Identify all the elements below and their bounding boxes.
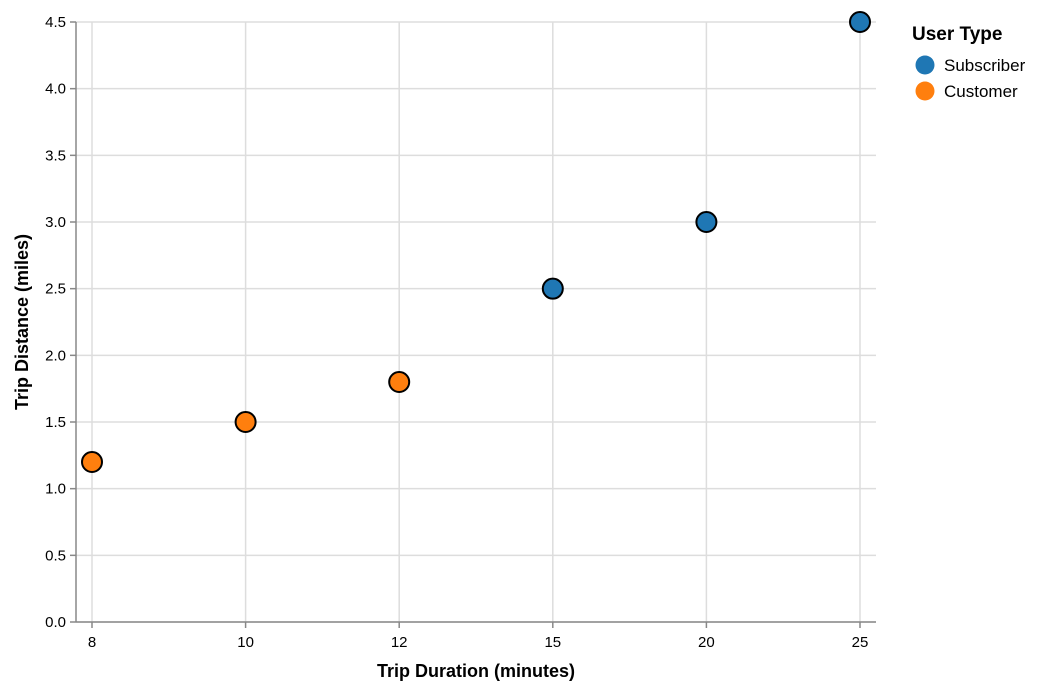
- legend-label-customer: Customer: [944, 82, 1018, 101]
- y-tick-label: 1.5: [45, 414, 66, 431]
- x-tick-label: 10: [237, 634, 254, 651]
- y-tick-label: 4.0: [45, 81, 66, 98]
- data-point-customer[interactable]: [388, 371, 411, 393]
- x-tick-label: 15: [544, 634, 561, 651]
- legend-swatch-subscriber: [915, 55, 935, 75]
- y-tick-label: 4.5: [45, 14, 66, 31]
- y-tick-label: 2.5: [45, 281, 66, 298]
- data-points: [81, 11, 871, 473]
- data-point-subscriber[interactable]: [541, 277, 564, 300]
- y-gridlines: [76, 21, 876, 623]
- data-point-customer[interactable]: [234, 411, 257, 433]
- y-axis-ticks: 0.0 0.5 1.0 1.5 2.0 2.5 3.0 3.5 4.0 4.5: [45, 14, 76, 631]
- y-tick-label: 0.0: [45, 614, 66, 631]
- data-point-customer[interactable]: [81, 451, 103, 473]
- legend-swatch-customer: [915, 81, 935, 101]
- y-tick-label: 3.5: [45, 147, 66, 164]
- x-tick-label: 20: [698, 634, 715, 651]
- y-tick-label: 2.0: [45, 347, 66, 364]
- x-axis-title: Trip Duration (minutes): [377, 661, 575, 681]
- legend-title: User Type: [912, 24, 1002, 45]
- legend: User Type Subscriber Customer: [912, 24, 1026, 101]
- y-tick-label: 1.0: [45, 481, 66, 498]
- x-tick-label: 25: [852, 634, 869, 651]
- y-tick-label: 0.5: [45, 547, 66, 564]
- x-tick-label: 12: [391, 634, 408, 651]
- x-gridlines: [91, 22, 861, 622]
- y-tick-label: 3.0: [45, 214, 66, 231]
- data-point-subscriber[interactable]: [849, 11, 871, 33]
- x-axis-ticks: 8 10 12 15 20 25: [88, 622, 869, 651]
- axes: [75, 22, 876, 623]
- y-axis-title: Trip Distance (miles): [12, 234, 32, 410]
- legend-label-subscriber: Subscriber: [944, 56, 1026, 75]
- data-point-subscriber[interactable]: [695, 211, 718, 233]
- x-tick-label: 8: [88, 634, 96, 651]
